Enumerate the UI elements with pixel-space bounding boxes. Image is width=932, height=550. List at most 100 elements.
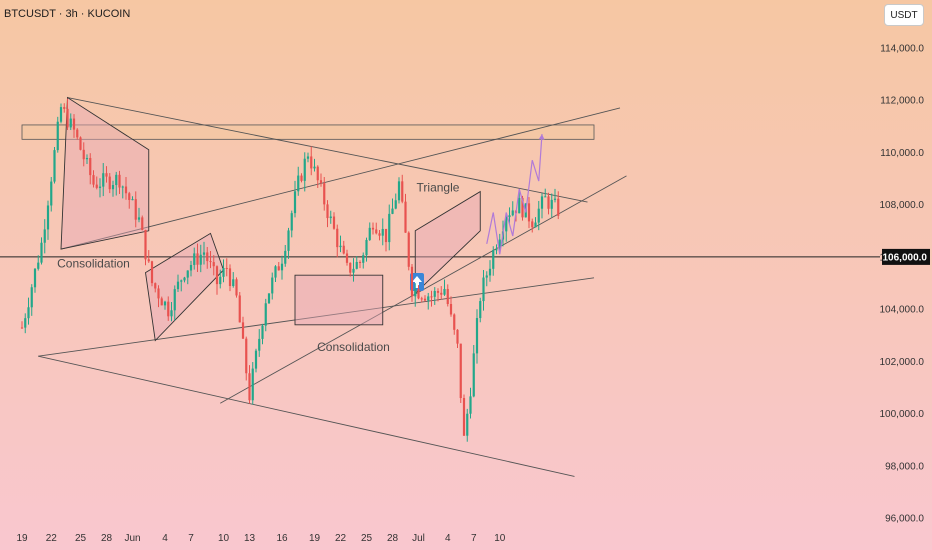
candle-body (137, 217, 141, 220)
candle-body (505, 217, 508, 232)
price-tick-label: 102,000.0 (880, 357, 925, 368)
candle-body (355, 261, 358, 269)
trend-line (38, 355, 575, 477)
candle-body (410, 266, 414, 297)
time-tick-label: 28 (387, 533, 399, 544)
candle-body (43, 229, 46, 243)
time-tick-label: 4 (445, 533, 451, 544)
consolidation-triangle-1 (60, 96, 150, 250)
candle-body (462, 398, 466, 436)
candle-body (66, 108, 69, 128)
candle-body (280, 263, 284, 271)
candle-body (115, 174, 118, 186)
candle-body (469, 396, 472, 414)
candle-body (131, 199, 134, 201)
bull-triangle (414, 190, 481, 295)
candle-body (362, 255, 365, 263)
candle-body (144, 229, 147, 260)
candle-body (53, 150, 56, 182)
trend-line (38, 277, 595, 357)
candle-body (277, 266, 280, 271)
price-tick-label: 108,000.0 (880, 200, 925, 211)
candle-body (209, 261, 212, 263)
candle-body (63, 107, 66, 109)
candle-body (206, 252, 209, 262)
time-tick-label: 4 (162, 533, 168, 544)
candle-body (157, 288, 160, 299)
candle-body (423, 298, 427, 301)
candle-body (479, 301, 482, 319)
candle-body (284, 250, 287, 264)
price-tick-label: 100,000.0 (880, 409, 925, 420)
candle-body (508, 215, 511, 218)
candle-body (401, 181, 404, 202)
candle-body (147, 259, 150, 262)
up-arrow-icon (412, 276, 422, 289)
candle-body (547, 196, 550, 209)
candle-body (167, 301, 170, 317)
candle-body (76, 129, 79, 138)
current-price-value: 106,000.0 (883, 252, 928, 263)
candle-body (407, 232, 410, 267)
annotation-label: Consolidation (57, 256, 130, 270)
time-tick-label: 28 (101, 533, 113, 544)
candle-body (56, 121, 59, 151)
time-tick-label: 22 (46, 533, 58, 544)
trend-line (67, 97, 588, 203)
candle-body (310, 156, 313, 169)
candle-body (124, 186, 128, 194)
candle-body (368, 227, 371, 240)
candle-body (59, 107, 63, 122)
price-tick-label: 98,000.0 (885, 461, 924, 472)
candle-body (160, 298, 163, 306)
candle-body (180, 280, 183, 282)
resistance-zone (21, 124, 595, 140)
candle-body (404, 201, 407, 233)
candle-body (345, 253, 349, 263)
candle-body (498, 239, 501, 250)
candle-body (258, 338, 261, 351)
time-tick-label: Jul (412, 533, 425, 544)
candle-body (79, 137, 82, 150)
candle-body (521, 197, 524, 218)
candle-body (271, 277, 274, 294)
candle-body (30, 287, 33, 308)
time-tick-label: 13 (244, 533, 256, 544)
symbol-title: BTCUSDT · 3h · KUCOIN (4, 8, 131, 20)
candle-body (215, 266, 219, 285)
candle-body (303, 158, 306, 181)
candle-body (95, 184, 98, 188)
candle-body (37, 262, 40, 269)
candle-body (537, 208, 540, 223)
candle-body (293, 191, 297, 214)
candle-body (212, 262, 215, 267)
candle-body (557, 198, 560, 216)
candle-body (225, 267, 228, 269)
candle-body (150, 261, 154, 284)
candle-body (336, 228, 339, 248)
candle-body (371, 227, 375, 230)
candle-body (202, 252, 206, 255)
candle-body (111, 185, 115, 190)
candle-body (163, 301, 167, 306)
candle-body (349, 262, 352, 273)
candle-body (397, 181, 401, 201)
candle-body (352, 268, 355, 273)
candle-body (300, 175, 303, 181)
candle-body (238, 295, 241, 323)
time-tick-label: 22 (335, 533, 347, 544)
candle-body (472, 353, 475, 397)
candle-body (46, 205, 50, 230)
currency-badge[interactable]: USDT (884, 4, 924, 26)
candle-body (92, 175, 95, 185)
candle-body (189, 264, 193, 271)
candle-body (443, 288, 446, 295)
candle-body (121, 186, 124, 188)
candle-body (141, 217, 144, 230)
candle-body (381, 228, 384, 236)
candle-body (365, 239, 368, 256)
candle-body (24, 318, 27, 328)
candle-body (475, 318, 479, 354)
